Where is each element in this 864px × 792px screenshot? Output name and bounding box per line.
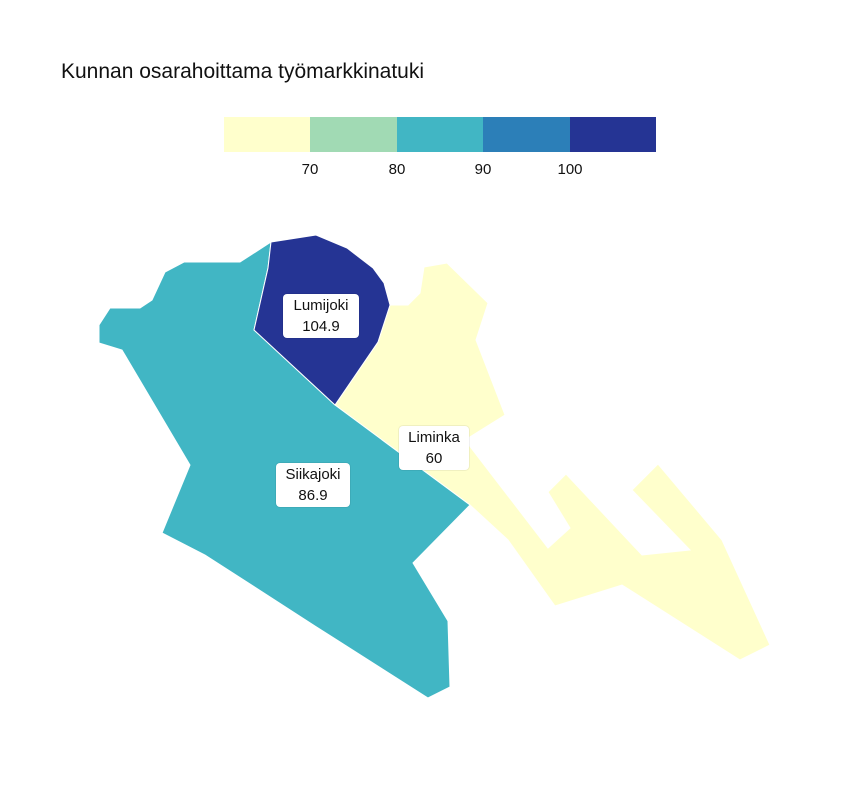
legend-swatch: [569, 117, 657, 152]
region-label-value: 60: [425, 450, 443, 467]
legend-swatch: [396, 117, 484, 152]
map-title: Kunnan osarahoittama työmarkkinatuki: [61, 60, 425, 83]
legend-swatch: [483, 117, 570, 152]
legend-tick: 80: [388, 161, 406, 178]
legend-tick: 90: [474, 161, 492, 178]
region-label-liminka: Liminka 60: [399, 426, 469, 470]
color-legend: [224, 117, 657, 152]
region-label-name: Liminka: [408, 429, 460, 446]
legend-swatch: [224, 117, 311, 152]
region-label-name: Siikajoki: [285, 466, 341, 483]
region-label-value: 104.9: [302, 318, 340, 335]
legend-tick: 100: [557, 161, 583, 178]
region-label-name: Lumijoki: [293, 297, 349, 314]
region-label-value: 86.9: [298, 487, 328, 504]
region-label-siikajoki: Siikajoki 86.9: [276, 463, 350, 507]
legend-tick: 70: [301, 161, 319, 178]
region-liminka[interactable]: [334, 262, 771, 661]
region-label-lumijoki: Lumijoki 104.9: [283, 294, 359, 338]
legend-swatch: [310, 117, 397, 152]
